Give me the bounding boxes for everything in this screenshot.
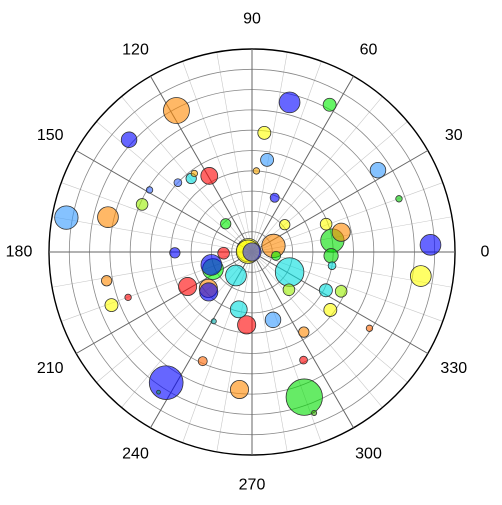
- bubble-point-27: [299, 355, 308, 365]
- bubble-point-34: [229, 300, 248, 319]
- bubble-point-31: [282, 283, 296, 296]
- bubble-point-51: [220, 218, 232, 230]
- angle-tick-label-90: 90: [243, 11, 261, 28]
- major-spoke-300: [251, 251, 354, 429]
- bubble-point-24: [365, 324, 374, 332]
- bubble-point-32: [264, 311, 282, 329]
- bubble-point-50: [217, 246, 230, 260]
- bubble-point-52: [200, 167, 219, 185]
- bubble-point-44: [200, 254, 223, 276]
- bubble-point-38: [229, 379, 249, 399]
- angle-tick-label-120: 120: [122, 42, 149, 59]
- angle-tick-label-60: 60: [360, 42, 378, 59]
- angle-tick-label-330: 330: [440, 360, 467, 377]
- bubble-point-54: [173, 178, 183, 187]
- bubble-point-60: [120, 131, 138, 148]
- bubble-point-57: [135, 198, 149, 211]
- bubble-point-19: [271, 250, 282, 261]
- polar-grid: [48, 48, 456, 456]
- bubble-point-58: [97, 206, 119, 228]
- bubble-point-28: [285, 378, 323, 416]
- bubble-point-49: [169, 247, 181, 259]
- major-spoke-150: [75, 150, 253, 253]
- bubble-point-39: [156, 389, 161, 395]
- angle-tick-label-270: 270: [239, 477, 266, 494]
- bubble-point-5: [369, 161, 387, 179]
- bubble-point-23: [323, 303, 338, 317]
- bubble-point-7: [278, 91, 301, 114]
- bubble-point-8: [257, 125, 272, 140]
- major-spoke-60: [251, 75, 354, 253]
- bubble-point-47: [101, 275, 113, 287]
- bubble-point-37: [148, 365, 184, 400]
- angle-tick-label-210: 210: [37, 360, 64, 377]
- bubble-point-2: [419, 234, 442, 256]
- bubble-point-14: [331, 222, 351, 242]
- bubble-series: [54, 91, 442, 416]
- major-spoke-30: [251, 150, 429, 253]
- bubble-point-45: [178, 277, 198, 297]
- bubble-point-11: [269, 192, 280, 203]
- bubble-point-1: [242, 242, 262, 262]
- angle-tick-labels: 0 30 60 90 120 150 180 210 240 270 300 330: [6, 11, 490, 494]
- bubble-point-40: [225, 264, 247, 287]
- bubble-point-35: [210, 318, 217, 325]
- bubble-point-10: [252, 167, 261, 175]
- bubble-point-26: [298, 326, 310, 338]
- bubble-point-6: [322, 97, 337, 112]
- bubble-point-22: [318, 283, 333, 298]
- bubble-point-29: [311, 409, 318, 416]
- angle-tick-label-180: 180: [6, 244, 33, 261]
- bubble-point-36: [197, 356, 208, 367]
- bubble-point-48: [104, 298, 119, 312]
- angle-tick-label-150: 150: [37, 127, 64, 144]
- bubble-point-30: [274, 257, 305, 287]
- bubble-point-13: [319, 217, 333, 231]
- bubble-point-46: [124, 293, 132, 301]
- bubble-point-56: [145, 186, 154, 194]
- bubble-point-33: [237, 315, 257, 335]
- bubble-point-4: [395, 195, 403, 203]
- bubble-point-16: [323, 248, 339, 264]
- bubble-point-61: [163, 97, 190, 124]
- bubble-point-59: [54, 205, 79, 230]
- angle-tick-label-240: 240: [122, 445, 149, 462]
- bubble-point-9: [260, 152, 274, 167]
- bubble-point-3: [410, 265, 432, 287]
- bubble-point-42: [199, 282, 219, 302]
- angle-tick-label-0: 0: [481, 244, 490, 261]
- bubble-point-25: [334, 285, 348, 298]
- bubble-point-17: [327, 261, 337, 270]
- bubble-point-12: [279, 219, 291, 231]
- angle-tick-label-300: 300: [355, 445, 382, 462]
- bubble-point-55: [190, 169, 198, 178]
- angle-tick-label-30: 30: [445, 127, 463, 144]
